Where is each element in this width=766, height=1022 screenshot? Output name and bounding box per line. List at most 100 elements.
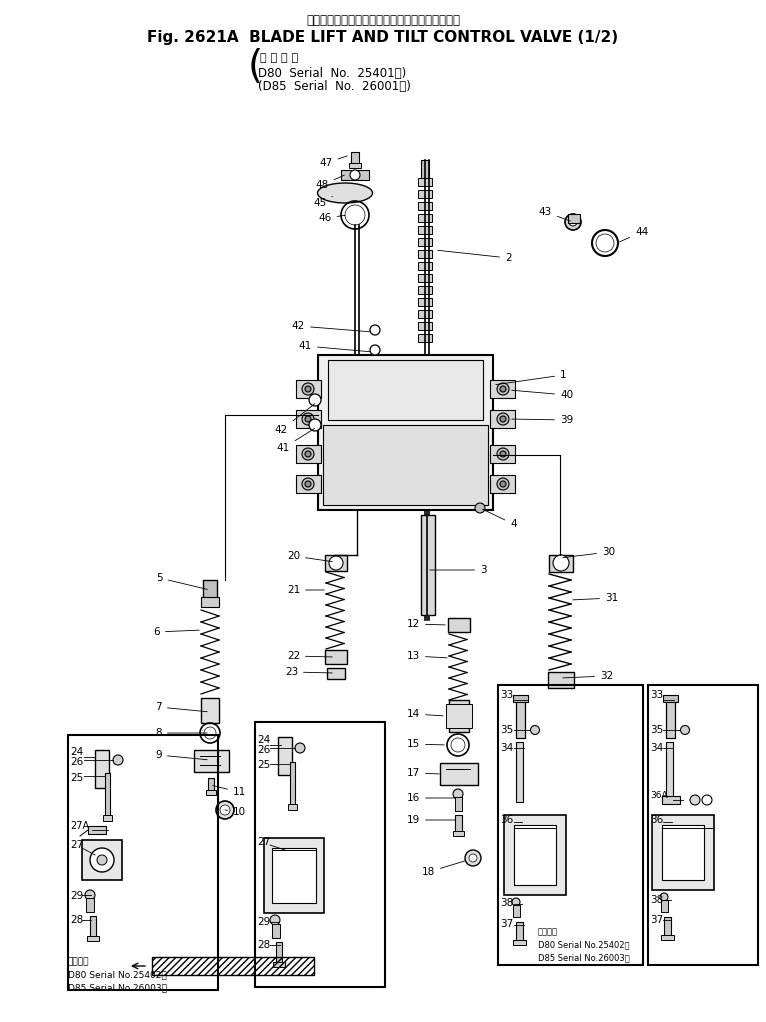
Text: 42: 42	[275, 404, 315, 435]
Bar	[296, 475, 321, 493]
Text: 23: 23	[285, 667, 332, 677]
Circle shape	[305, 416, 311, 422]
Bar	[455, 797, 462, 811]
Text: 29: 29	[257, 917, 270, 927]
Bar	[652, 815, 714, 890]
Text: 適 用 号 機: 適 用 号 機	[260, 53, 298, 63]
Bar	[662, 796, 680, 804]
Bar	[418, 334, 432, 342]
Text: 34: 34	[650, 743, 663, 753]
Text: 適用号機: 適用号機	[538, 928, 558, 936]
Text: 16: 16	[407, 793, 455, 803]
Circle shape	[370, 325, 380, 335]
Circle shape	[295, 743, 305, 753]
Circle shape	[497, 413, 509, 425]
Bar	[201, 597, 219, 607]
Bar	[418, 178, 432, 186]
Text: 41: 41	[277, 428, 315, 453]
Bar	[648, 685, 758, 965]
Text: Fig. 2621A  BLADE LIFT AND TILT CONTROL VALVE (1/2): Fig. 2621A BLADE LIFT AND TILT CONTROL V…	[147, 30, 619, 45]
Circle shape	[309, 394, 321, 406]
Bar	[323, 425, 488, 505]
Bar	[278, 737, 292, 775]
Bar	[276, 942, 282, 964]
Circle shape	[309, 419, 321, 431]
Circle shape	[329, 556, 343, 570]
Bar	[662, 825, 704, 880]
Text: 11: 11	[213, 786, 246, 797]
Bar	[325, 555, 347, 571]
Bar	[328, 360, 483, 420]
Circle shape	[500, 451, 506, 457]
Bar	[105, 773, 110, 818]
Text: 25: 25	[70, 773, 83, 783]
Text: 17: 17	[407, 768, 439, 778]
Circle shape	[500, 481, 506, 487]
Text: 10: 10	[225, 807, 246, 817]
Circle shape	[305, 451, 311, 457]
Circle shape	[270, 915, 280, 925]
Bar	[453, 831, 464, 836]
Bar	[273, 962, 285, 967]
Bar	[418, 286, 432, 294]
Bar	[327, 668, 345, 679]
Bar	[68, 735, 218, 990]
Bar	[548, 672, 574, 688]
Text: 14: 14	[407, 709, 444, 719]
Bar	[568, 214, 580, 223]
Circle shape	[660, 893, 668, 901]
Bar	[421, 515, 435, 615]
Text: 適用号機: 適用号機	[68, 958, 90, 967]
Bar	[663, 695, 678, 702]
Bar	[418, 250, 432, 258]
Text: 28: 28	[257, 940, 270, 950]
Bar	[206, 790, 216, 795]
Text: 27: 27	[257, 837, 270, 847]
Circle shape	[569, 218, 577, 226]
Circle shape	[302, 448, 314, 460]
Text: 24: 24	[70, 747, 83, 757]
Bar	[490, 410, 515, 428]
Circle shape	[302, 478, 314, 490]
Bar	[418, 274, 432, 282]
Text: (D85  Serial  No.  26001～): (D85 Serial No. 26001～)	[258, 80, 411, 93]
Text: 27: 27	[70, 840, 83, 850]
Ellipse shape	[317, 183, 372, 203]
Text: 48: 48	[316, 175, 345, 190]
Bar	[272, 848, 316, 903]
Bar	[498, 685, 643, 965]
Bar	[516, 922, 523, 942]
Text: 21: 21	[286, 585, 324, 595]
Text: 4: 4	[483, 509, 516, 529]
Circle shape	[690, 795, 700, 805]
Circle shape	[302, 383, 314, 394]
Bar	[296, 410, 321, 428]
Text: 13: 13	[407, 651, 447, 661]
Bar	[264, 838, 324, 913]
Bar	[208, 778, 214, 793]
Bar	[418, 310, 432, 318]
Text: 36A: 36A	[650, 791, 668, 800]
Bar	[440, 763, 478, 785]
Bar	[490, 380, 515, 398]
Bar	[516, 698, 525, 738]
Text: 28: 28	[70, 915, 83, 925]
Bar	[349, 162, 361, 168]
Text: 12: 12	[407, 619, 445, 629]
Bar	[203, 580, 217, 600]
Bar	[513, 940, 526, 945]
Bar	[351, 152, 359, 166]
Bar	[255, 722, 385, 987]
Bar	[288, 804, 297, 810]
Bar	[418, 214, 432, 222]
Bar	[661, 900, 668, 912]
Text: 26: 26	[70, 757, 83, 766]
Text: 30: 30	[563, 547, 615, 558]
Text: 33: 33	[500, 690, 513, 700]
Bar	[341, 170, 369, 180]
Bar	[504, 815, 566, 895]
Bar	[95, 750, 109, 788]
Bar	[318, 355, 493, 510]
Circle shape	[216, 801, 234, 819]
Circle shape	[453, 789, 463, 799]
